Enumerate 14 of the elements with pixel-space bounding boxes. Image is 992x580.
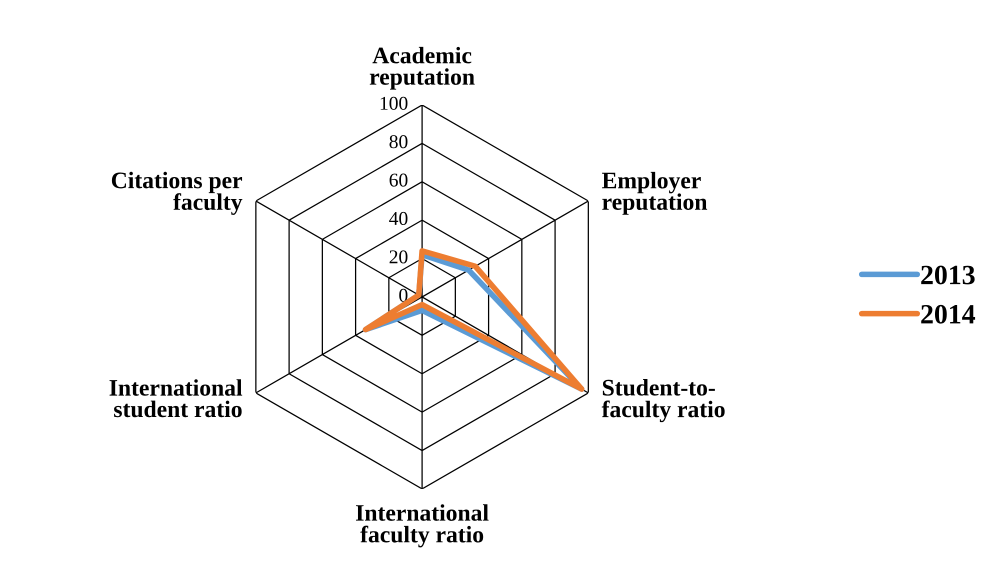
y-tick-label: 20: [390, 250, 408, 264]
spoke-label: International faculty ratio: [356, 504, 489, 548]
y-tick-label: 60: [390, 174, 408, 187]
y-tick-label: 0: [399, 288, 408, 302]
spoke-label: Academic reputation: [370, 46, 475, 90]
spoke-label: International student ratio: [110, 379, 242, 418]
legend-label: 2013: [921, 266, 975, 284]
y-tick-label: 40: [389, 212, 408, 226]
legend-label: 2014: [921, 304, 976, 324]
y-tick-label: 100: [380, 96, 408, 110]
spoke-label: Employer reputation: [602, 172, 708, 215]
y-tick-label: 80: [390, 135, 408, 148]
spoke-label: Student-to-faculty ratio: [602, 379, 725, 422]
spoke-label: Citations per faculty: [112, 172, 242, 215]
